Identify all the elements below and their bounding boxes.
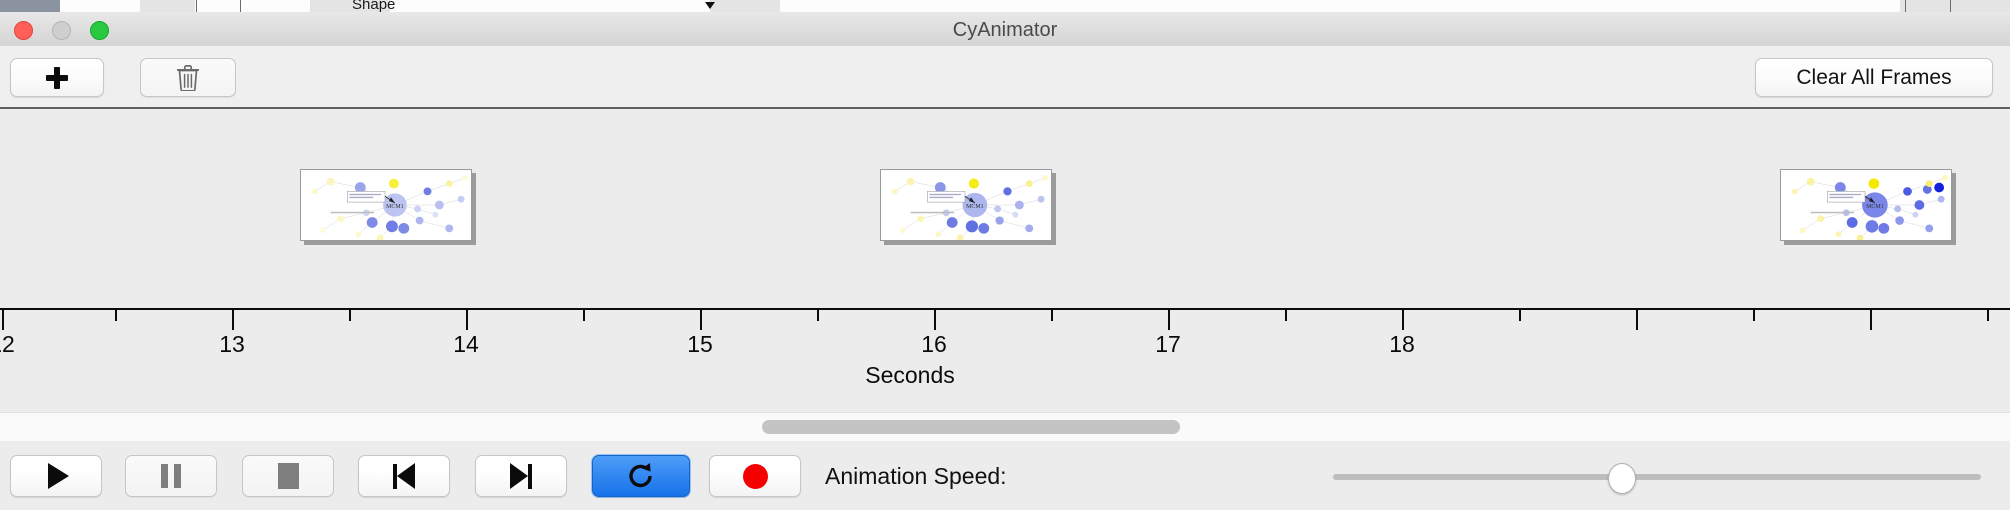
frame-thumbnail[interactable]: MCM1 (880, 169, 1052, 241)
stop-icon (277, 463, 299, 489)
play-button[interactable] (10, 455, 102, 497)
slider-thumb[interactable] (1608, 463, 1636, 494)
axis-tick-major (1636, 310, 1638, 330)
bg-cell (0, 0, 61, 12)
axis-tick-minor (1987, 310, 1989, 321)
axis-tick-minor (1519, 310, 1521, 321)
record-button[interactable] (709, 455, 801, 497)
axis-tick-major (934, 310, 936, 330)
axis-tick-minor (1051, 310, 1053, 321)
axis-tick-minor (1753, 310, 1755, 321)
axis-tick-minor (349, 310, 351, 321)
pause-icon (161, 464, 181, 488)
playback-bar: Animation Speed: (0, 441, 2010, 510)
network-graph-preview: MCM1 (301, 170, 471, 240)
prev-frame-button[interactable] (358, 455, 450, 497)
bg-tick (196, 0, 197, 12)
trash-icon (177, 64, 199, 91)
axis-tick-label: 14 (453, 331, 479, 357)
loop-button[interactable] (592, 455, 690, 497)
close-button[interactable] (14, 21, 33, 40)
record-icon (742, 463, 768, 489)
bg-tick (1950, 0, 1951, 12)
slider-track[interactable] (1333, 474, 1981, 480)
axis-title: Seconds (0, 362, 2010, 389)
network-graph-preview: MCM1 (881, 170, 1051, 240)
axis-tick-label: 13 (219, 331, 245, 357)
toolbar-separator (0, 107, 2010, 109)
window-title: CyAnimator (952, 19, 1058, 41)
svg-text:MCM1: MCM1 (386, 204, 404, 210)
background-window-strip: Shape (0, 0, 2010, 13)
bg-cell (195, 0, 311, 12)
axis-tick-minor (817, 310, 819, 321)
timeline-axis-line (0, 308, 2010, 310)
timeline-panel[interactable]: MCM1 (0, 109, 2010, 412)
animation-speed-label: Animation Speed: (825, 463, 1007, 489)
bg-cell (710, 0, 781, 12)
animation-speed-slider[interactable] (1333, 463, 1981, 494)
bg-tick (1905, 0, 1906, 12)
network-graph-preview: MCM1 (1781, 170, 1951, 240)
skip-back-icon (393, 463, 415, 489)
axis-tick-label: 18 (1389, 331, 1415, 357)
axis-tick-major (700, 310, 702, 330)
clear-all-frames-label: Clear All Frames (1796, 65, 1952, 89)
skip-forward-icon (510, 463, 532, 489)
bg-cell (140, 0, 196, 12)
loop-icon (629, 463, 652, 488)
title-bar: CyAnimator (0, 12, 2010, 47)
plus-icon (46, 66, 68, 89)
delete-frame-button[interactable] (140, 58, 236, 97)
minimize-button[interactable] (52, 21, 71, 40)
timeline-scrollbar[interactable] (0, 412, 2010, 442)
toolbar: Clear All Frames (0, 46, 2010, 108)
bg-cell (390, 0, 711, 12)
axis-tick-major (1402, 310, 1404, 330)
clear-all-frames-button[interactable]: Clear All Frames (1755, 58, 1993, 97)
axis-tick-major (232, 310, 234, 330)
play-icon (47, 463, 69, 489)
bg-column-label: Shape (352, 0, 396, 13)
next-frame-button[interactable] (475, 455, 567, 497)
stop-button[interactable] (242, 455, 334, 497)
axis-tick-minor (1285, 310, 1287, 321)
axis-title-text: Seconds (865, 362, 955, 388)
pause-button[interactable] (125, 455, 217, 497)
frame-thumbnail[interactable]: MCM1 (300, 169, 472, 241)
svg-text:MCM1: MCM1 (1866, 204, 1884, 210)
bg-cell (1900, 0, 2010, 12)
axis-tick-minor (115, 310, 117, 321)
bg-sort-arrow-icon (705, 2, 715, 9)
add-frame-button[interactable] (10, 58, 104, 97)
bg-tick (240, 0, 241, 12)
axis-tick-major (1168, 310, 1170, 330)
bg-cell (780, 0, 1901, 12)
scrollbar-thumb[interactable] (762, 420, 1180, 434)
axis-tick-major (1870, 310, 1872, 330)
maximize-button[interactable] (90, 21, 109, 40)
axis-tick-label: 16 (921, 331, 947, 357)
axis-tick-label: 17 (1155, 331, 1181, 357)
bg-cell (60, 0, 141, 12)
svg-text:MCM1: MCM1 (966, 204, 984, 210)
axis-tick-major (2, 310, 4, 330)
axis-tick-minor (583, 310, 585, 321)
axis-tick-label: 15 (687, 331, 713, 357)
axis-tick-label: 12 (0, 331, 15, 357)
axis-tick-major (466, 310, 468, 330)
frame-thumbnail[interactable]: MCM1 (1780, 169, 1952, 241)
